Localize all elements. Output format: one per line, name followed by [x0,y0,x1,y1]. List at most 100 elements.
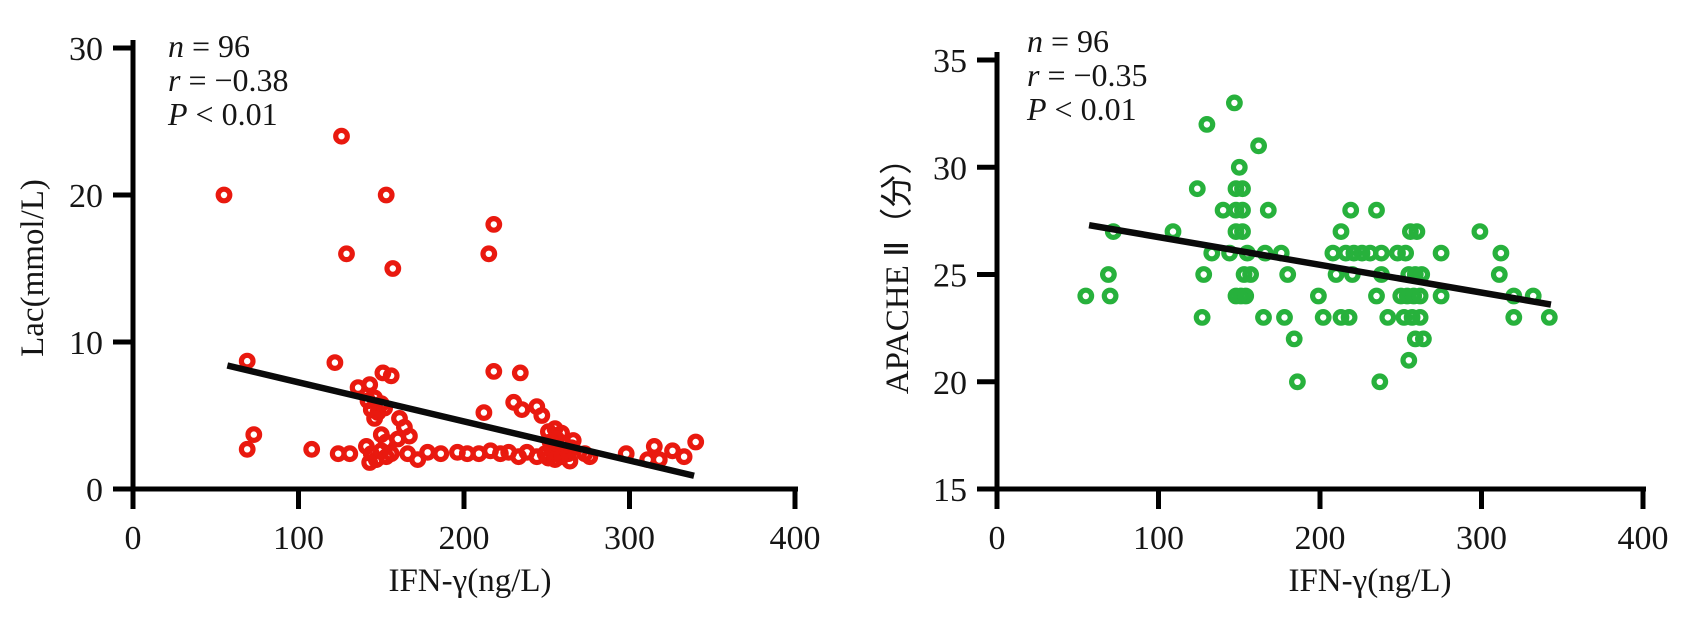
y-tick-label: 30 [933,150,967,187]
data-point [485,363,503,380]
data-point [1310,287,1327,305]
data-point [361,376,379,394]
x-axis-label: IFN-γ(ng/L) [388,563,551,599]
data-point [1373,244,1390,262]
data-point [382,445,400,463]
panel-apache-vs-ifn: 15 20 25 30 35 0 100 200 300 400 n = 96 r = −0.35 P … [845,0,1691,617]
y-tick-label: 25 [933,258,967,295]
data-point [1492,244,1510,262]
data-point [1279,266,1297,283]
data-point [1405,287,1423,305]
x-tick-label: 300 [1456,520,1507,557]
data-point [1234,180,1251,198]
x-tick-label: 0 [989,520,1006,557]
data-point [1368,201,1385,219]
data-point [1100,266,1117,283]
data-point [1415,330,1432,348]
data-point [1234,223,1251,241]
data-point [1353,244,1371,262]
data-point [1408,223,1426,241]
data-point [533,407,551,424]
y-tick-label: 20 [69,178,103,215]
data-point [1505,309,1523,326]
data-point [1332,223,1350,241]
y-tick-label: 20 [933,365,967,402]
data-point [1289,373,1306,391]
data-point [511,364,529,382]
data-point [215,186,233,204]
data-point [1285,330,1303,348]
data-point [1214,201,1232,219]
data-point [361,454,379,471]
data-point [1259,201,1277,219]
data-point [1395,309,1413,326]
data-point [1077,287,1095,305]
data-point [1379,309,1397,326]
data-point [432,445,450,463]
annotation: n = 96 [1027,23,1109,59]
trend-line [226,362,695,479]
data-point [645,438,663,455]
data-point [326,354,344,372]
data-point [341,445,359,463]
data-point [1235,266,1253,283]
data-point [513,401,531,419]
data-point [1226,94,1243,112]
data-point [1101,287,1119,305]
data-point [1340,309,1358,326]
data-point [1540,309,1558,326]
data-point [1406,330,1424,348]
y-tick-label: 10 [69,325,103,362]
x-tick-label: 0 [125,520,142,557]
data-point [675,448,693,466]
data-point [303,440,321,458]
data-point [1371,373,1389,391]
data-point [1188,180,1206,198]
data-point [238,352,256,370]
data-point [1368,287,1385,305]
data-point [1342,201,1360,219]
x-tick-label: 100 [1133,520,1184,557]
x-tick-label: 400 [770,520,821,557]
data-point [1195,266,1213,283]
data-point [687,433,705,451]
data-point [1471,223,1489,241]
data-point [1255,309,1272,326]
data-point [475,404,493,422]
data-point [1276,309,1293,326]
data-point [1397,244,1414,262]
data-point [1432,244,1450,262]
data-point [1242,266,1260,283]
data-point [1411,287,1429,305]
data-point [1345,244,1363,262]
data-point [1324,244,1342,262]
data-point [1332,309,1350,326]
data-point [382,367,400,385]
data-point [377,186,395,204]
data-point [485,215,503,233]
x-tick-label: 200 [439,520,490,557]
data-point [1411,309,1429,326]
data-point [384,260,402,277]
y-axis-label: Lac(mmol/L) [15,179,51,357]
x-tick-label: 400 [1618,520,1669,557]
data-point [1314,309,1332,326]
y-tick-label: 15 [933,472,967,509]
x-axis-label: IFN-γ(ng/L) [1288,563,1451,599]
trend-line [1088,221,1552,308]
data-point [333,127,350,145]
data-point [238,440,256,458]
y-tick-label: 0 [86,472,103,509]
annotation: r = −0.38 [168,62,289,98]
data-point [492,445,509,463]
y-tick-label: 30 [69,31,103,68]
data-point [1432,287,1450,305]
data-point [1490,266,1508,283]
data-point [1227,223,1245,241]
x-tick-label: 200 [1295,520,1346,557]
data-point [1230,158,1248,176]
data-point [1193,309,1211,326]
data-point [1198,115,1216,133]
